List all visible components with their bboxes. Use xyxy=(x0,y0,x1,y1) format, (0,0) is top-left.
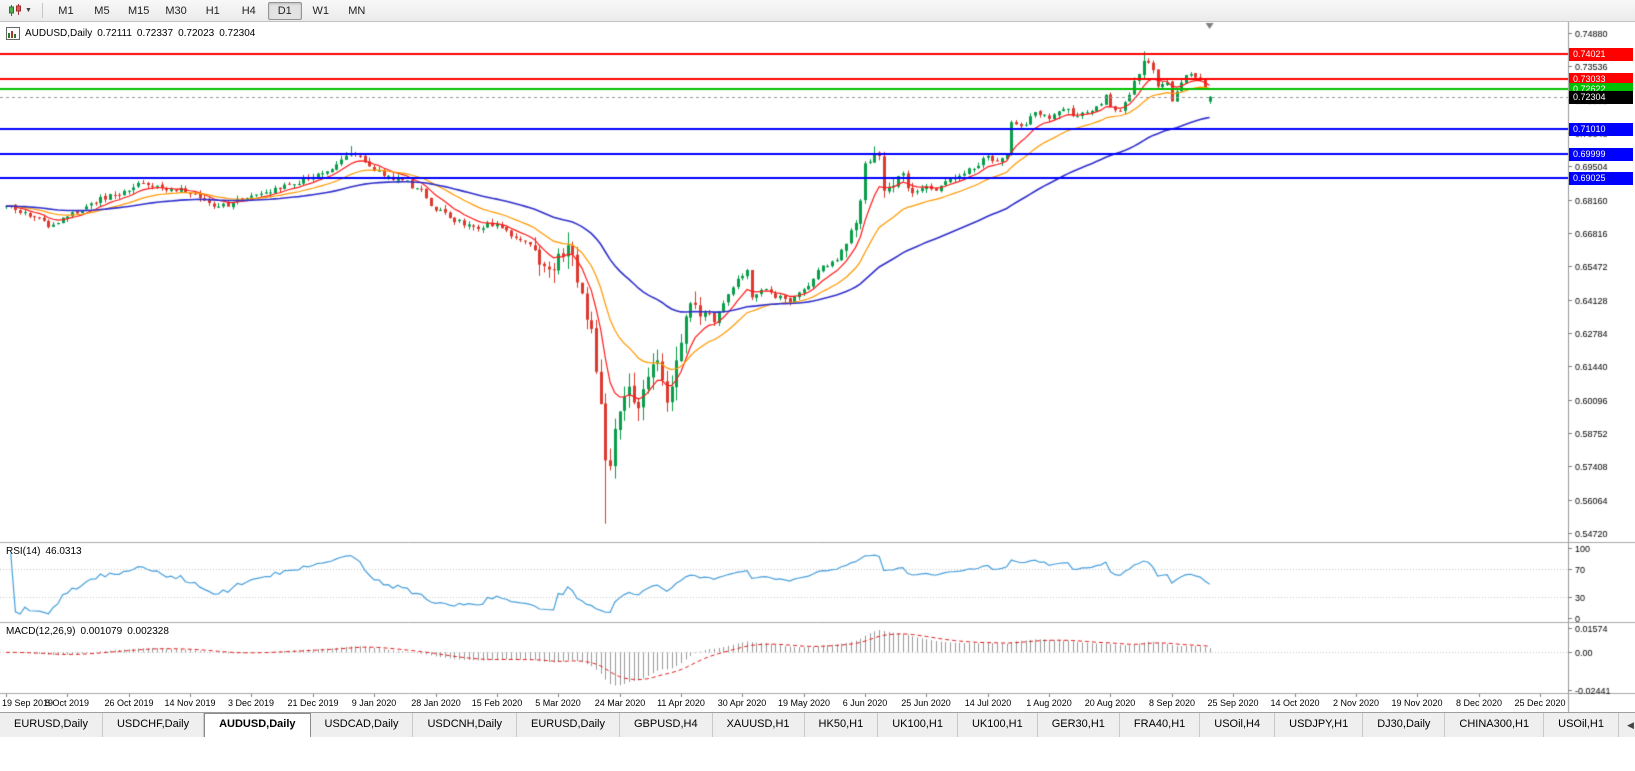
timeframe-buttons-group: M1 M5 M15 M30 H1 H4 D1 W1 MN xyxy=(48,0,375,21)
timeframe-button-h4[interactable]: H4 xyxy=(241,4,256,17)
chart-tab-china300-h1[interactable]: CHINA300,H1 xyxy=(1445,713,1545,737)
symbol-period-label: AUDUSD,Daily xyxy=(25,28,93,39)
chart-tab-usdcad-daily[interactable]: USDCAD,Daily xyxy=(311,713,414,737)
ohlc-close: 0.72304 xyxy=(219,28,256,39)
date-axis-label: 26 Oct 2019 xyxy=(104,698,154,708)
date-axis-label: 15 Feb 2020 xyxy=(471,698,523,708)
timeframe-button-mn[interactable]: MN xyxy=(348,4,366,17)
chart-tab-fra40-h1[interactable]: FRA40,H1 xyxy=(1120,713,1201,737)
ohlc-open: 0.72111 xyxy=(97,28,132,39)
chart-tab-usoil-h4[interactable]: USOil,H4 xyxy=(1200,713,1276,737)
date-axis-label: 19 Nov 2020 xyxy=(1391,698,1443,708)
toolbar-separator xyxy=(41,3,43,18)
current-price-label: 0.72304 xyxy=(1569,91,1633,104)
chart-tab-eurusd-daily[interactable]: EURUSD,Daily xyxy=(517,713,620,737)
tab-scroll-left-button[interactable]: ◀ xyxy=(1626,719,1634,730)
rsi-value: 46.0313 xyxy=(45,546,82,557)
date-axis-label: 19 May 2020 xyxy=(777,698,831,708)
chart-tab-hk50-h1[interactable]: HK50,H1 xyxy=(805,713,879,737)
chart-tabs-bar: EURUSD,Daily USDCHF,Daily AUDUSD,Daily USDC… xyxy=(0,712,1635,737)
chart-tab-eurusd-daily[interactable]: EURUSD,Daily xyxy=(0,713,103,737)
chart-tab-usdjpy-h1[interactable]: USDJPY,H1 xyxy=(1275,713,1364,737)
price-chart-canvas[interactable] xyxy=(0,22,1635,712)
date-axis-label: 14 Nov 2019 xyxy=(164,698,216,708)
hline-price-label: 0.73033 xyxy=(1569,73,1633,86)
hline-price-label: 0.71010 xyxy=(1569,123,1633,136)
date-axis[interactable]: 19 Sep 2019 8 Oct 2019 26 Oct 2019 14 Nov 2… xyxy=(0,694,1568,712)
date-axis-label: 14 Jul 2020 xyxy=(964,698,1012,708)
date-axis-label: 9 Jan 2020 xyxy=(351,698,397,708)
chart-tab-usdcnh-daily[interactable]: USDCNH,Daily xyxy=(413,713,518,737)
timeframe-button-d1[interactable]: D1 xyxy=(267,1,302,20)
hline-price-label: 0.74021 xyxy=(1569,48,1633,61)
date-axis-label: 3 Dec 2019 xyxy=(227,698,275,708)
date-axis-label: 6 Jun 2020 xyxy=(842,698,888,708)
date-axis-label: 25 Jun 2020 xyxy=(901,698,951,708)
timeframe-button-m1[interactable]: M1 xyxy=(58,4,74,17)
macd-name: MACD(12,26,9) xyxy=(6,626,76,637)
chart-tab-xauusd-h1[interactable]: XAUUSD,H1 xyxy=(713,713,805,737)
timeframe-button-m5[interactable]: M5 xyxy=(94,4,110,17)
rsi-name: RSI(14) xyxy=(6,546,41,557)
date-axis-label: 19 Sep 2019 xyxy=(2,698,54,708)
chart-tab-gbpusd-h4[interactable]: GBPUSD,H4 xyxy=(620,713,713,737)
date-axis-label: 8 Sep 2020 xyxy=(1148,698,1196,708)
hline-price-label: 0.69999 xyxy=(1569,148,1633,161)
candlestick-chart-icon xyxy=(9,4,21,16)
macd-value-signal: 0.002328 xyxy=(127,626,169,637)
chart-tab-uk100-h1[interactable]: UK100,H1 xyxy=(958,713,1038,737)
chevron-down-icon: ▼ xyxy=(25,7,32,14)
date-axis-label: 21 Dec 2019 xyxy=(287,698,339,708)
macd-indicator-label: MACD(12,26,9) 0.001079 0.002328 xyxy=(6,626,169,637)
date-axis-label: 20 Aug 2020 xyxy=(1084,698,1136,708)
timeframe-button-w1[interactable]: W1 xyxy=(312,4,330,17)
chart-title: AUDUSD,Daily 0.72111 0.72337 0.72023 0.7… xyxy=(6,27,255,40)
date-axis-label: 2 Nov 2020 xyxy=(1332,698,1380,708)
date-axis-label: 28 Jan 2020 xyxy=(411,698,461,708)
timeframe-button-m15[interactable]: M15 xyxy=(127,4,150,17)
chart-tab-ger30-h1[interactable]: GER30,H1 xyxy=(1038,713,1120,737)
ohlc-high: 0.72337 xyxy=(136,28,174,39)
rsi-indicator-label: RSI(14) 46.0313 xyxy=(6,546,82,557)
timeframes-toolbar: ▼ M1 M5 M15 M30 H1 H4 D1 W1 MN xyxy=(0,0,1635,22)
chart-tab-uk100-h1[interactable]: UK100,H1 xyxy=(878,713,958,737)
chart-tab-audusd-daily[interactable]: AUDUSD,Daily xyxy=(204,713,311,737)
timeframe-button-h1[interactable]: H1 xyxy=(205,4,220,17)
hline-price-label: 0.69025 xyxy=(1569,172,1633,185)
date-axis-label: 8 Oct 2019 xyxy=(44,698,90,708)
timeframe-button-m30[interactable]: M30 xyxy=(165,4,187,17)
chart-tab-dj30-daily[interactable]: DJ30,Daily xyxy=(1363,713,1446,737)
date-axis-label: 11 Apr 2020 xyxy=(657,698,705,708)
date-axis-label: 24 Mar 2020 xyxy=(594,698,646,708)
chart-tabs: EURUSD,Daily USDCHF,Daily AUDUSD,Daily USDC… xyxy=(0,713,1619,737)
date-axis-label: 5 Mar 2020 xyxy=(535,698,581,708)
date-axis-label: 8 Dec 2020 xyxy=(1455,698,1503,708)
chart-area: AUDUSD,Daily 0.72111 0.72337 0.72023 0.7… xyxy=(0,22,1635,712)
chart-tab-usdchf-daily[interactable]: USDCHF,Daily xyxy=(103,713,205,737)
date-axis-label: 25 Dec 2020 xyxy=(1514,698,1566,708)
chart-window-icon xyxy=(6,27,20,40)
chart-tab-usoil-h1[interactable]: USOil,H1 xyxy=(1544,713,1619,737)
macd-value-main: 0.001079 xyxy=(80,626,123,637)
date-axis-label: 25 Sep 2020 xyxy=(1207,698,1259,708)
ohlc-low: 0.72023 xyxy=(178,28,215,39)
chart-type-button[interactable]: ▼ xyxy=(3,1,37,21)
date-axis-label: 30 Apr 2020 xyxy=(717,698,767,708)
date-axis-label: 14 Oct 2020 xyxy=(1270,698,1320,708)
date-axis-label: 1 Aug 2020 xyxy=(1026,698,1072,708)
